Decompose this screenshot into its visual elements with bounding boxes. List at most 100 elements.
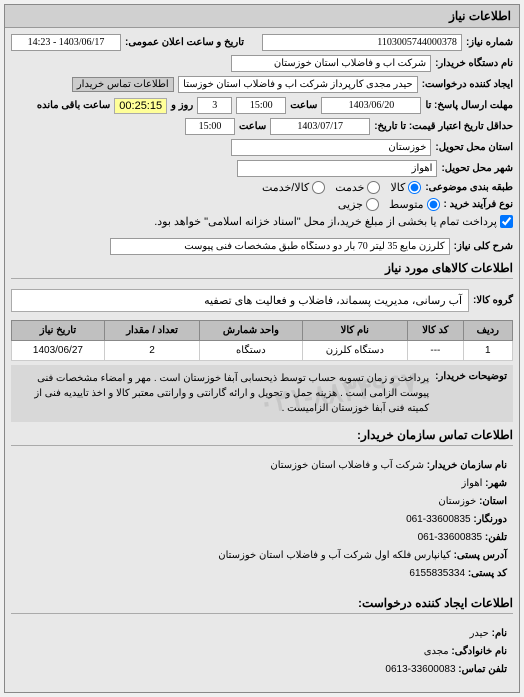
table-header: تاریخ نیاز: [12, 321, 105, 341]
row-need-desc: شرح کلی نیاز:: [11, 238, 513, 255]
input-request-number[interactable]: [262, 34, 462, 51]
table-cell: 1403/06/27: [12, 341, 105, 361]
table-body: 1---دستگاه کلرزندستگاه21403/06/27: [12, 341, 513, 361]
val-rfam: مجدی: [424, 646, 449, 657]
subject-radio-group: کالا خدمت کالا/خدمت: [262, 181, 421, 194]
row-purchase-type: نوع فرآیند خرید : متوسط جزیی پرداخت تمام …: [11, 198, 513, 228]
label-goods-group: گروه کالا:: [473, 295, 513, 306]
contact-section-title: اطلاعات تماس سازمان خریدار:: [11, 428, 513, 446]
table-cell: ---: [408, 341, 464, 361]
lbl-rphone: تلفن تماس:: [458, 664, 507, 675]
table-cell: دستگاه: [200, 341, 302, 361]
lbl-cprov: استان:: [479, 496, 507, 507]
lbl-fax: دورنگار:: [473, 514, 507, 525]
purchase-radio-input-1[interactable]: [366, 198, 379, 211]
label-public-datetime: تاریخ و ساعت اعلان عمومی:: [125, 37, 244, 48]
label-days: روز و: [171, 100, 193, 111]
contact-section: نام سازمان خریدار: شرکت آب و فاضلاب استا…: [11, 452, 513, 590]
subject-radio-input-2[interactable]: [312, 181, 325, 194]
row-delivery-city: شهر محل تحویل:: [11, 160, 513, 177]
buyer-notes-area: ۰۲۱-۸۸۳۴۹۶۷۰ توضیحات خریدار: پرداخت و زم…: [11, 365, 513, 422]
input-need-desc[interactable]: [110, 238, 450, 255]
row-deadline: مهلت ارسال پاسخ: تا ساعت روز و 00:25:15 …: [11, 97, 513, 114]
lbl-ccity: شهر:: [485, 478, 507, 489]
buyer-notes-text: پرداخت و زمان تسویه حساب توسط ذیحسابی آب…: [17, 371, 429, 416]
input-validity-date[interactable]: [270, 118, 370, 135]
input-deadline-date[interactable]: [321, 97, 421, 114]
table-header: واحد شمارش: [200, 321, 302, 341]
lbl-addr: آدرس پستی:: [454, 550, 507, 561]
purchase-radio-1[interactable]: جزیی: [338, 198, 379, 211]
subject-radio-input-1[interactable]: [367, 181, 380, 194]
goods-group-value: آب رسانی، مدیریت پسماند، فاضلاب و فعالیت…: [11, 289, 469, 312]
row-subject-class: طبقه بندی موضوعی: کالا خدمت کالا/خدمت: [11, 181, 513, 194]
label-province: استان محل تحویل:: [435, 142, 513, 153]
table-header-row: ردیفکد کالانام کالاواحد شمارشتعداد / مقد…: [12, 321, 513, 341]
buyer-contact-button[interactable]: اطلاعات تماس خریدار: [72, 77, 174, 92]
input-deadline-time[interactable]: [236, 97, 286, 114]
table-cell: 1: [463, 341, 512, 361]
label-requester: ایجاد کننده درخواست:: [422, 79, 513, 90]
val-org: شرکت آب و فاضلاب استان خوزستان: [270, 460, 424, 471]
row-goods-group: گروه کالا: آب رسانی، مدیریت پسماند، فاضل…: [11, 285, 513, 316]
table-header: کد کالا: [408, 321, 464, 341]
info-panel: اطلاعات نیاز شماره نیاز: تاریخ و ساعت اع…: [4, 4, 520, 693]
row-requester: ایجاد کننده درخواست: اطلاعات تماس خریدار: [11, 76, 513, 93]
label-need-desc: شرح کلی نیاز:: [454, 241, 513, 252]
panel-title: اطلاعات نیاز: [5, 5, 519, 28]
row-delivery-province: استان محل تحویل:: [11, 139, 513, 156]
input-city[interactable]: [237, 160, 437, 177]
lbl-postal: کد پستی:: [468, 568, 507, 579]
treasury-note-text: پرداخت تمام یا بخشی از مبلغ خرید،از محل …: [154, 215, 497, 228]
label-validity-time: ساعت: [239, 121, 266, 132]
table-cell: 2: [104, 341, 199, 361]
purchase-radio-input-0[interactable]: [427, 198, 440, 211]
remaining-time: 00:25:15: [114, 98, 167, 114]
subject-radio-1[interactable]: خدمت: [335, 181, 380, 194]
label-subject-class: طبقه بندی موضوعی:: [425, 182, 513, 193]
label-purchase-type: نوع فرآیند خرید :: [444, 199, 513, 210]
input-province[interactable]: [231, 139, 431, 156]
label-deadline: مهلت ارسال پاسخ: تا: [425, 100, 513, 111]
row-validity: حداقل تاریخ اعتبار قیمت: تا تاریخ: ساعت: [11, 118, 513, 135]
lbl-rname: نام:: [492, 628, 507, 639]
input-buyer-org[interactable]: [231, 55, 431, 72]
val-rname: حیدر: [470, 628, 489, 639]
input-deadline-days[interactable]: [197, 97, 232, 114]
goods-section-title: اطلاعات کالاهای مورد نیاز: [11, 261, 513, 279]
subject-radio-input-0[interactable]: [408, 181, 421, 194]
table-header: نام کالا: [302, 321, 408, 341]
label-buyer-org: نام دستگاه خریدار:: [435, 58, 513, 69]
label-request-number: شماره نیاز:: [466, 37, 513, 48]
val-postal: 6155835334: [409, 568, 465, 579]
req-contact-title: اطلاعات ایجاد کننده درخواست:: [11, 596, 513, 614]
val-fax: 33600835-061: [406, 514, 471, 525]
row-buyer-org: نام دستگاه خریدار:: [11, 55, 513, 72]
purchase-radio-group: متوسط جزیی: [338, 198, 440, 211]
goods-table: ردیفکد کالانام کالاواحد شمارشتعداد / مقد…: [11, 320, 513, 361]
treasury-checkbox[interactable]: [500, 215, 513, 228]
label-validity: حداقل تاریخ اعتبار قیمت: تا تاریخ:: [374, 121, 513, 132]
purchase-radio-0[interactable]: متوسط: [389, 198, 440, 211]
val-phone: 33600835-061: [418, 532, 483, 543]
val-rphone: 33600083-0613: [385, 664, 455, 675]
val-addr: کیانپارس فلکه اول شرکت آب و فاضلاب استان…: [218, 550, 451, 561]
input-validity-time[interactable]: [185, 118, 235, 135]
input-requester[interactable]: [178, 76, 418, 93]
label-deadline-time: ساعت: [290, 100, 317, 111]
table-header: ردیف: [463, 321, 512, 341]
label-remaining: ساعت باقی مانده: [37, 100, 110, 111]
label-city: شهر محل تحویل:: [441, 163, 513, 174]
lbl-phone: تلفن:: [485, 532, 507, 543]
val-ccity: اهواز: [462, 478, 483, 489]
table-cell: دستگاه کلرزن: [302, 341, 408, 361]
lbl-rfam: نام خانوادگی:: [451, 646, 507, 657]
subject-radio-0[interactable]: کالا: [390, 181, 421, 194]
table-header: تعداد / مقدار: [104, 321, 199, 341]
val-cprov: خوزستان: [438, 496, 476, 507]
req-contact-section: نام: حیدر نام خانوادگی: مجدی تلفن تماس: …: [11, 620, 513, 686]
input-public-datetime[interactable]: [11, 34, 121, 51]
lbl-org: نام سازمان خریدار:: [427, 460, 507, 471]
treasury-note-check[interactable]: پرداخت تمام یا بخشی از مبلغ خرید،از محل …: [154, 215, 513, 228]
subject-radio-2[interactable]: کالا/خدمت: [262, 181, 325, 194]
